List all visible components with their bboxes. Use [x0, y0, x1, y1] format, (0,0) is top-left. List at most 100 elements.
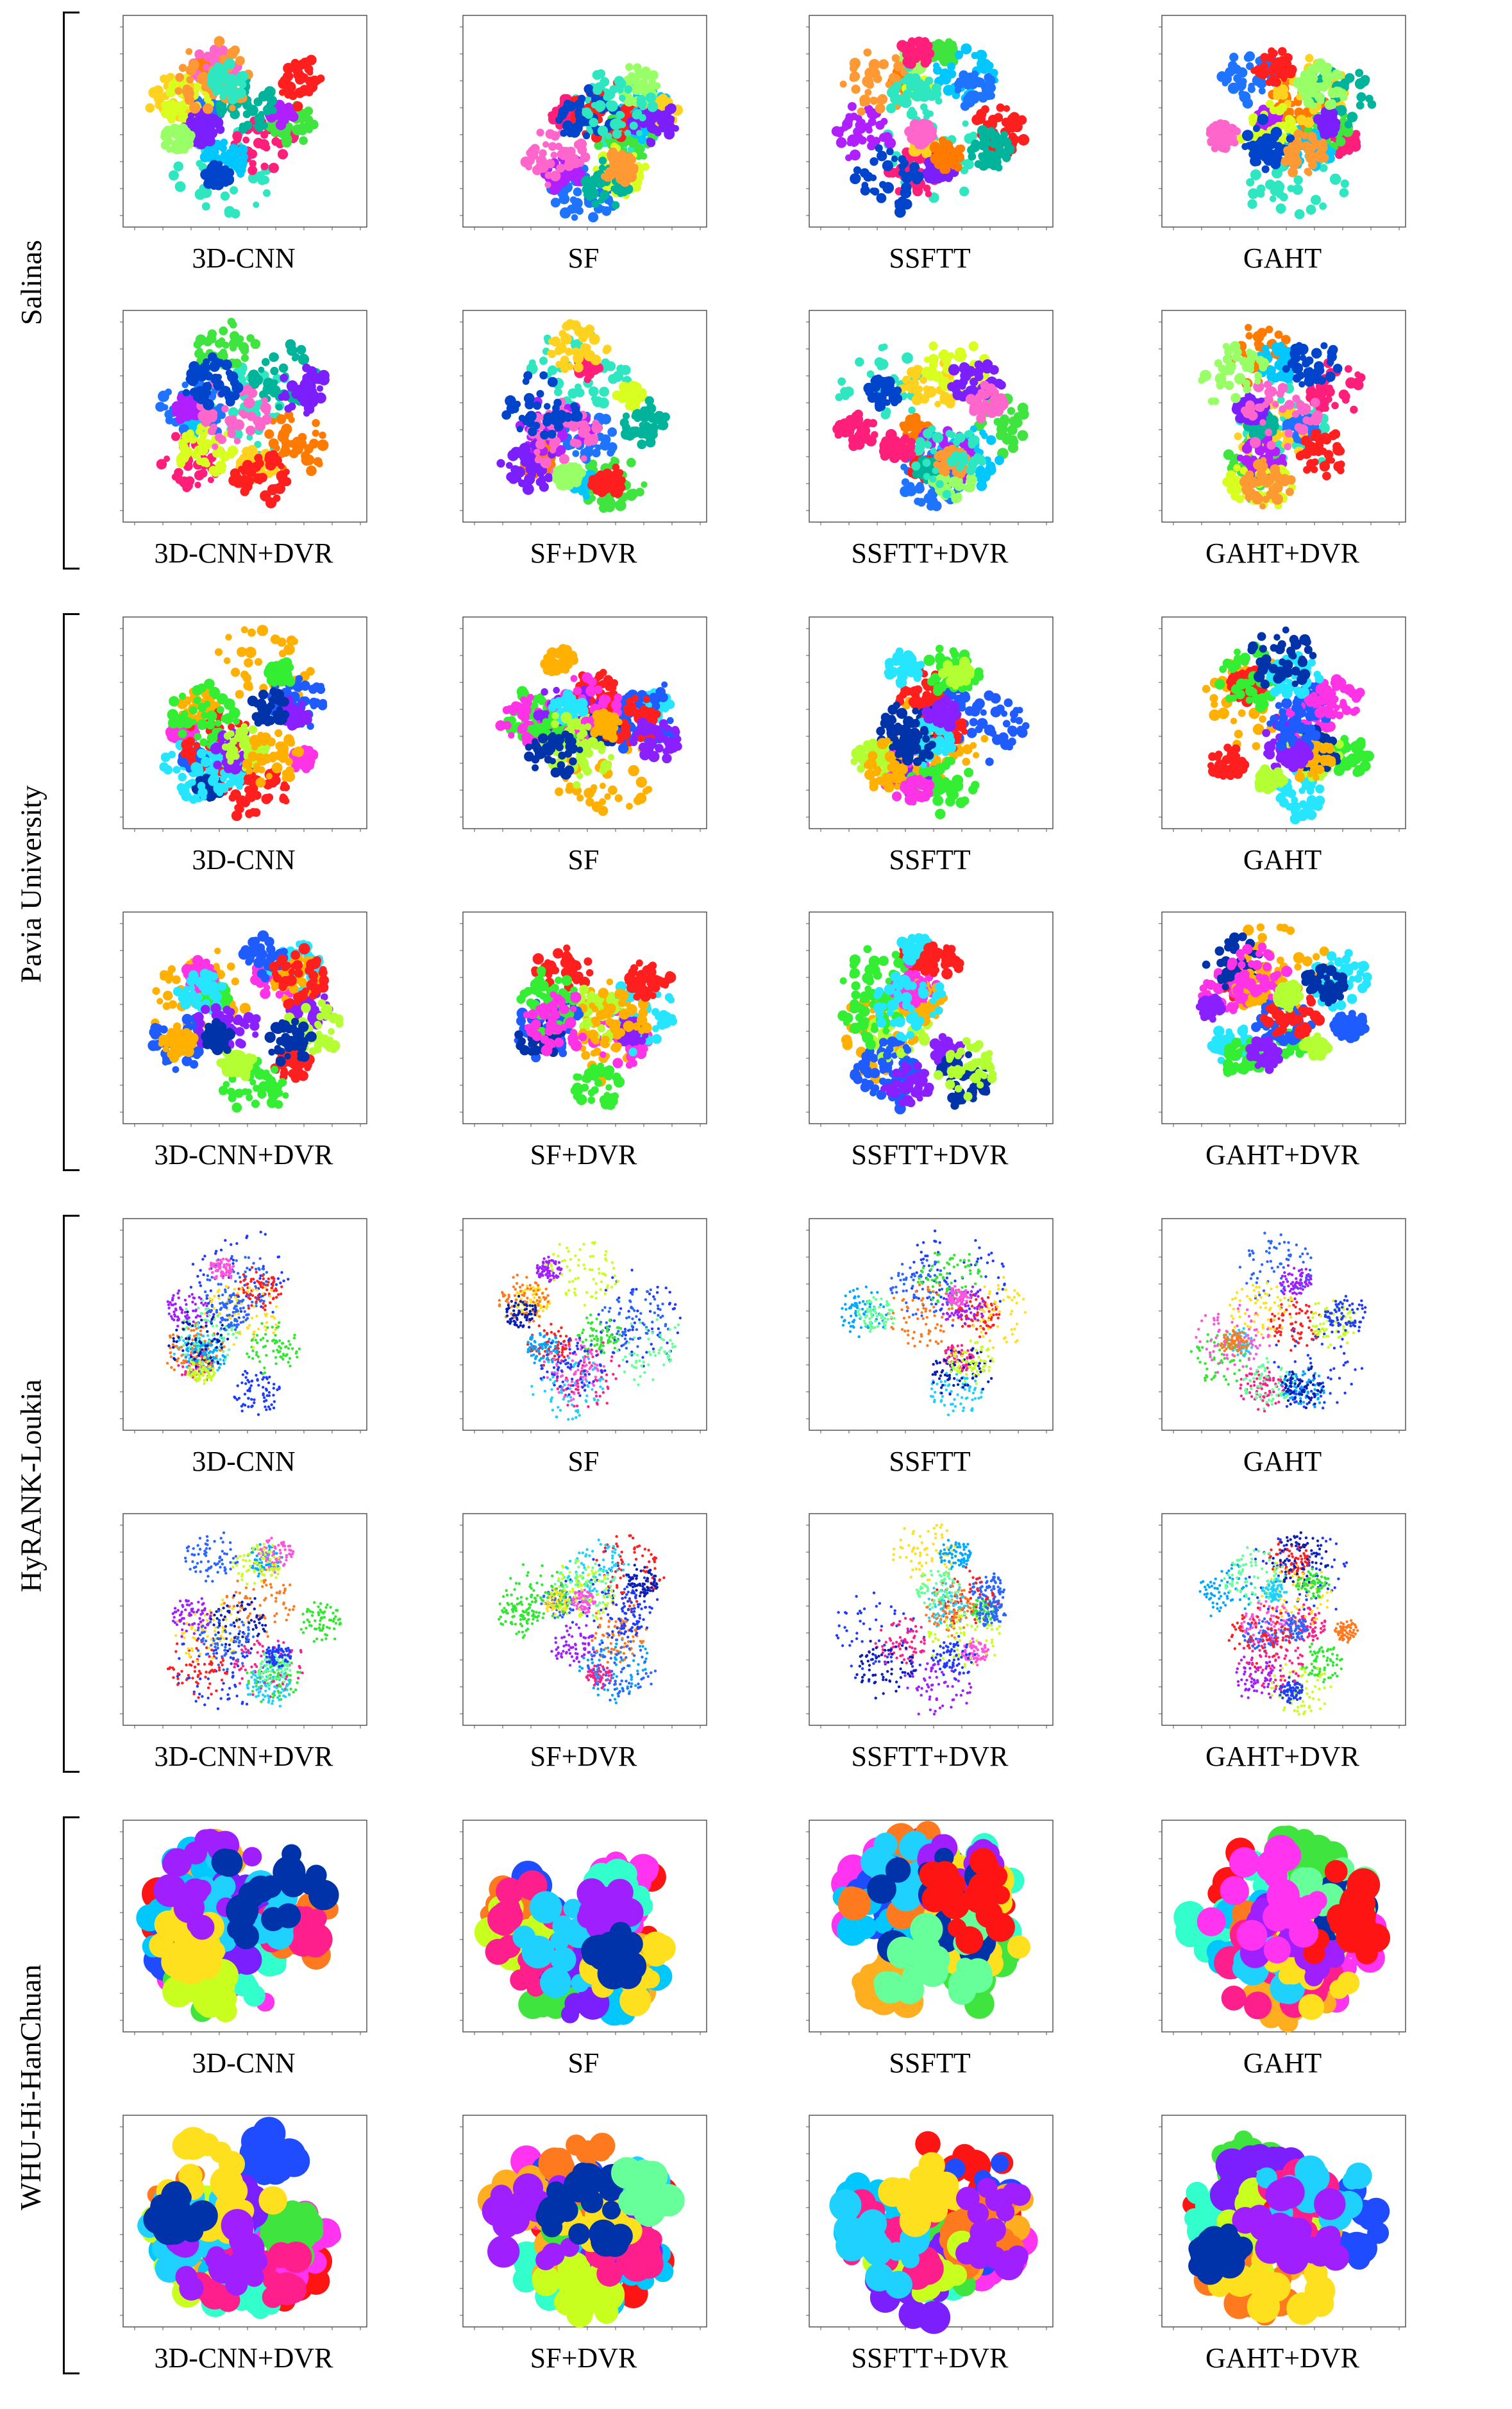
scatter-point	[248, 173, 259, 184]
scatter-point	[584, 84, 594, 94]
scatter-point	[967, 146, 976, 155]
scatter-point	[280, 373, 289, 382]
scatter-point	[233, 135, 242, 143]
scatter-point	[288, 112, 298, 121]
scatter-point	[968, 341, 979, 351]
scatter-point	[1007, 425, 1018, 435]
scatter-point	[582, 487, 589, 494]
scatter-point	[920, 376, 928, 384]
scatter-point	[189, 361, 200, 373]
scatter-point	[555, 445, 566, 455]
scatter-point	[981, 144, 989, 151]
scatter-point	[167, 115, 176, 124]
scatter-point	[1309, 63, 1321, 74]
scatter-point	[523, 371, 533, 380]
scatter-point	[199, 441, 209, 452]
scatter-point	[238, 375, 247, 384]
scatter-point	[923, 389, 933, 398]
scatter-point	[1319, 164, 1328, 173]
axes-frame	[122, 310, 367, 523]
scatter-point	[223, 85, 230, 92]
scatter-point	[1352, 142, 1361, 151]
scatter-point	[968, 152, 977, 161]
scatter-point	[258, 390, 268, 400]
scatter-point	[902, 352, 913, 364]
scatter-point	[283, 468, 290, 475]
scatter-point	[302, 384, 312, 394]
scatter-point	[212, 443, 219, 450]
scatter-point	[1223, 449, 1234, 461]
scatter-point	[239, 80, 247, 89]
scatter-point	[281, 137, 292, 148]
scatter-point	[214, 82, 224, 92]
scatter-point	[995, 164, 1003, 172]
scatter-point	[921, 366, 932, 378]
scatter-point	[625, 63, 634, 71]
scatter-point	[539, 371, 548, 380]
scatter-point	[610, 473, 621, 485]
scatter-point	[891, 155, 898, 162]
scatter-point	[909, 431, 918, 439]
scatter-point	[237, 169, 245, 178]
scatter-point	[180, 446, 187, 453]
scatter-point	[280, 117, 287, 125]
scatter-point	[639, 421, 646, 429]
scatter-point	[913, 444, 925, 456]
scatter-point	[221, 405, 229, 413]
scatter-point	[639, 411, 650, 423]
scatter-point	[505, 462, 513, 469]
scatter-point	[645, 403, 657, 414]
scatter-point	[600, 77, 610, 87]
scatter-point	[548, 142, 557, 151]
scatter-point	[1289, 142, 1299, 152]
scatter-point	[883, 133, 891, 141]
scatter-point	[649, 85, 656, 92]
scatter-point	[595, 103, 605, 112]
scatter-point	[248, 151, 256, 159]
scatter-point	[560, 364, 569, 373]
scatter-point	[308, 375, 316, 382]
scatter-point	[550, 151, 558, 159]
scatter-point	[154, 91, 165, 103]
scatter-point	[1339, 188, 1349, 198]
scatter-point	[664, 115, 673, 124]
scatter-point	[963, 158, 974, 170]
scatter-point	[1273, 350, 1281, 357]
scatter-point	[290, 61, 299, 70]
scatter-point	[185, 47, 193, 55]
scatter-point	[857, 107, 866, 116]
scatter-point	[915, 392, 923, 400]
scatter-point	[284, 90, 292, 99]
scatter-panel: GAHT	[1148, 12, 1417, 275]
scatter-point	[989, 365, 999, 375]
scatter-point	[203, 383, 212, 391]
scatter-point	[976, 63, 986, 73]
scatter-point	[1010, 437, 1019, 446]
scatter-point	[854, 431, 864, 441]
scatter-point	[203, 461, 210, 468]
scatter-point	[1227, 65, 1238, 75]
scatter-point	[909, 378, 920, 388]
scatter-point	[206, 172, 215, 181]
scatter-point	[174, 87, 183, 95]
scatter-point	[622, 412, 630, 420]
scatter-point	[1341, 396, 1350, 404]
scatter-point	[928, 341, 938, 351]
scatter-point	[869, 187, 877, 194]
scatter-point	[1319, 138, 1327, 146]
scatter-point	[580, 455, 587, 462]
scatter-point	[981, 432, 988, 439]
scatter-point	[867, 141, 876, 151]
scatter-point	[1331, 402, 1339, 410]
scatter-point	[641, 84, 650, 93]
scatter-point	[960, 363, 968, 371]
scatter-point	[243, 397, 255, 409]
scatter-point	[570, 158, 581, 169]
axes-frame	[809, 15, 1054, 228]
scatter-point	[898, 446, 909, 457]
scatter-point	[619, 188, 628, 196]
scatter-point	[1346, 128, 1354, 135]
scatter-point	[168, 80, 178, 90]
scatter-point	[228, 85, 237, 94]
scatter-point	[942, 489, 952, 499]
